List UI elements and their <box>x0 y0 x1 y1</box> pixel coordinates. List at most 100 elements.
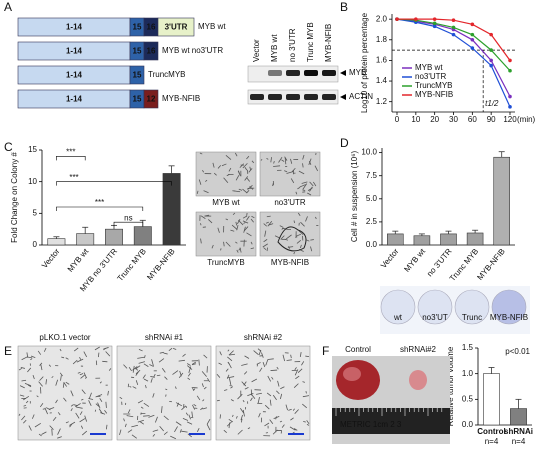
cell <box>246 215 250 221</box>
cell <box>105 424 108 430</box>
data-point <box>508 105 512 109</box>
y-axis-label: Log10 of protein percentage <box>360 12 369 113</box>
significance-label: *** <box>95 198 104 207</box>
cell <box>88 392 92 399</box>
legend-label: MYB-NFIB <box>415 90 453 99</box>
cell <box>241 418 243 423</box>
cell <box>309 181 314 187</box>
y-tick-label: 1.5 <box>462 343 474 352</box>
blot-band <box>268 94 282 100</box>
cell <box>240 408 244 414</box>
cell <box>260 159 263 161</box>
cell <box>20 367 26 369</box>
cell <box>225 241 231 247</box>
construct-label: MYB wt <box>198 22 226 31</box>
panel-label: B <box>340 0 348 14</box>
segment-label: 3'UTR <box>165 23 188 32</box>
cell <box>272 429 278 435</box>
well <box>454 289 490 325</box>
cell <box>216 399 220 402</box>
cell <box>302 403 307 409</box>
cell <box>49 425 54 430</box>
x-sublabel: n=4 <box>485 437 499 446</box>
cell <box>244 176 248 181</box>
cell <box>284 156 288 161</box>
cell <box>128 367 132 372</box>
tumor-highlight <box>343 367 361 381</box>
significance-label: *** <box>66 147 75 156</box>
x-tick-label: MYB wt <box>66 246 91 273</box>
cell <box>293 220 296 224</box>
y-tick-label: 2.5 <box>366 217 378 226</box>
cell <box>83 351 88 358</box>
cell <box>143 378 149 382</box>
data-point <box>470 22 475 27</box>
cell <box>198 179 202 185</box>
cell <box>230 229 235 232</box>
cell <box>301 181 308 184</box>
cell <box>269 223 274 226</box>
cell <box>274 235 280 239</box>
construct-segment <box>157 17 195 37</box>
cell <box>281 159 285 162</box>
blot-band <box>268 70 282 76</box>
cell <box>235 241 238 244</box>
cell <box>302 183 308 190</box>
lane-label: Vector <box>252 39 261 62</box>
cell <box>187 433 192 438</box>
panel-label: F <box>322 344 329 358</box>
cell <box>299 184 306 188</box>
tumor <box>409 370 427 390</box>
cell <box>296 233 302 237</box>
cell <box>168 347 173 352</box>
micrograph <box>259 211 321 257</box>
cell <box>288 408 292 411</box>
cell <box>38 433 42 437</box>
significance-bracket <box>56 181 172 186</box>
y-tick-label: 15 <box>28 145 37 154</box>
cell <box>308 158 312 165</box>
cell <box>43 347 47 352</box>
cell <box>198 359 200 366</box>
cell <box>242 400 245 403</box>
cell <box>182 418 189 421</box>
cell <box>294 409 299 414</box>
x-tick-label: Control <box>477 427 505 436</box>
cell <box>107 390 109 396</box>
cell <box>61 356 65 359</box>
significance-label: ns <box>124 213 132 222</box>
cell <box>310 246 313 252</box>
data-point <box>470 46 475 50</box>
cell <box>249 166 252 170</box>
cell <box>119 396 123 400</box>
cell <box>193 403 197 407</box>
well-label: no3'UT <box>422 313 448 322</box>
cell <box>201 371 207 377</box>
cell <box>242 188 248 194</box>
cell <box>300 244 302 249</box>
cell <box>250 393 256 399</box>
series-line <box>397 18 511 61</box>
cell <box>48 364 51 367</box>
cell <box>145 384 147 389</box>
data-point <box>489 58 493 63</box>
construct-segment <box>143 89 159 109</box>
cell <box>221 163 227 167</box>
segment-label: 1-14 <box>66 95 83 104</box>
x-tick-label: 90 <box>487 115 496 124</box>
cell <box>207 377 210 383</box>
cell <box>243 226 246 233</box>
cell <box>138 361 145 364</box>
cell <box>239 247 242 253</box>
cell <box>24 382 32 387</box>
cell <box>94 409 97 412</box>
y-axis-label: Cell # in suspension (10⁶) <box>350 150 359 242</box>
cell <box>205 179 208 182</box>
lane-label: MYB wt <box>270 34 279 62</box>
cell <box>250 247 255 250</box>
segment-label: 15 <box>133 23 142 32</box>
cell <box>140 406 144 409</box>
data-point <box>451 18 456 22</box>
cell <box>256 392 262 395</box>
